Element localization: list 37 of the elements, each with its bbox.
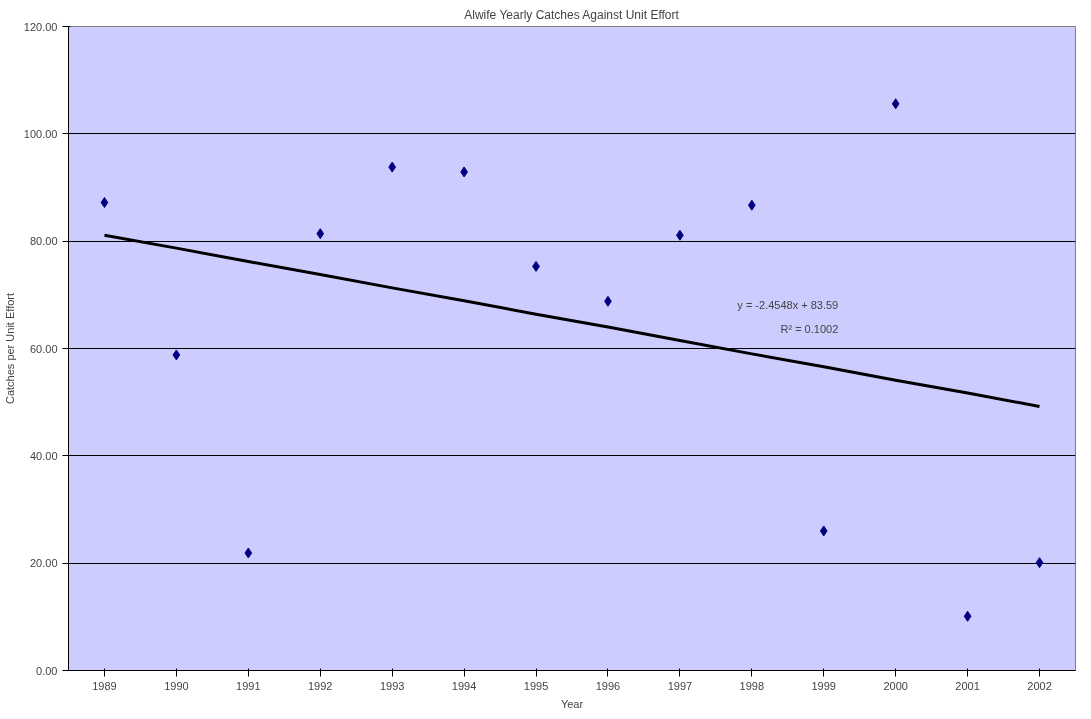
x-tick-label: 1998: [739, 679, 765, 692]
point: [819, 525, 828, 537]
chart-title: Alwife Yearly Catches Against Unit Effort: [464, 7, 680, 22]
x-tick-label: 1999: [811, 679, 836, 692]
x-tick-label: 1991: [236, 679, 261, 692]
x-tick-label: 1992: [308, 679, 333, 692]
x-tick-label: 1989: [92, 679, 117, 692]
point: [316, 228, 325, 240]
point: [172, 349, 181, 361]
y-axis-title: Catches per Unit Effort: [3, 292, 16, 405]
x-tick-label: 1996: [595, 679, 621, 692]
point: [244, 547, 253, 559]
annotation: y = -2.4548x + 83.59: [737, 298, 839, 311]
y-tick-label: 40.00: [29, 449, 58, 462]
point: [1035, 557, 1044, 569]
line-series: [102, 233, 1042, 408]
x-tick-label: 1993: [379, 679, 405, 692]
y-tick-label: 0.00: [36, 664, 58, 677]
x-tick-label: 1990: [164, 679, 189, 692]
y-tick-label: 80.00: [29, 235, 58, 248]
x-tick-label: 1995: [523, 679, 549, 692]
annotation: R² = 0.1002: [780, 323, 839, 336]
point: [388, 161, 397, 173]
x-tick-label: 2002: [1027, 679, 1052, 692]
x-tick-label: 2000: [883, 679, 908, 692]
x-tick-label: 2001: [955, 679, 980, 692]
x-tick-label: 1997: [667, 679, 693, 692]
y-tick-label: 20.00: [29, 557, 58, 570]
point: [891, 98, 900, 110]
y-tick-label: 120.00: [23, 20, 58, 33]
point: [100, 197, 109, 209]
y-tick-label: 60.00: [29, 342, 58, 355]
point: [963, 610, 972, 622]
x-axis-title: Year: [560, 697, 584, 710]
point: [747, 199, 756, 211]
x-tick-label: 1994: [451, 679, 477, 692]
y-tick-label: 100.00: [23, 127, 58, 140]
